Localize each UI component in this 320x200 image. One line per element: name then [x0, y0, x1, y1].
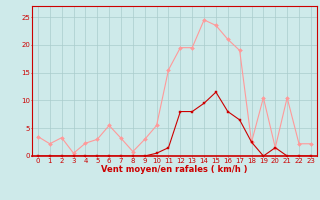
X-axis label: Vent moyen/en rafales ( km/h ): Vent moyen/en rafales ( km/h ) [101, 165, 248, 174]
